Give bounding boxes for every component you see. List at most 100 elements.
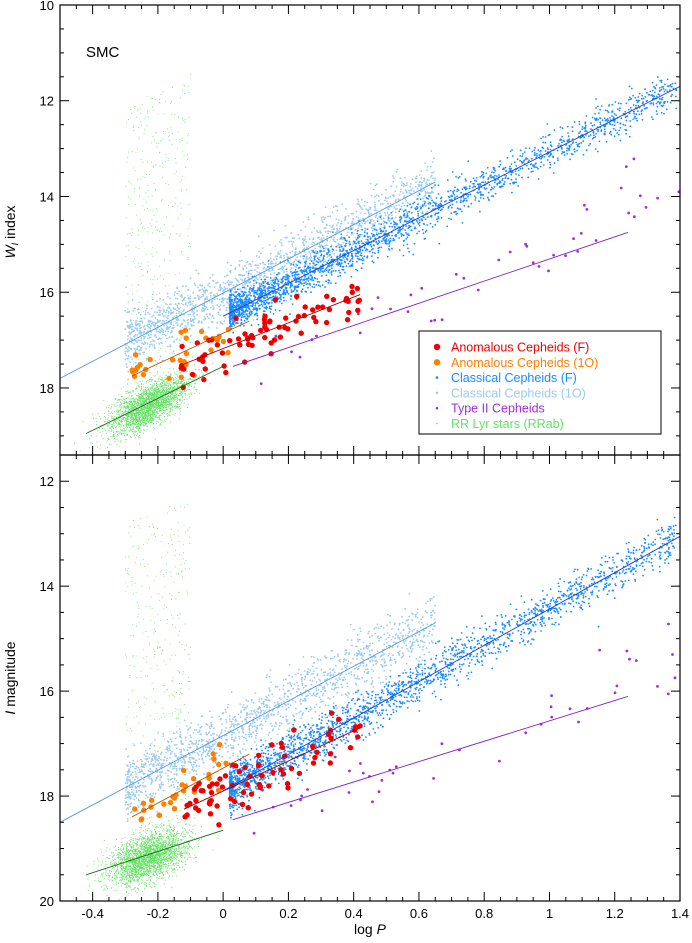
classical-1o-point bbox=[337, 219, 340, 222]
rr-lyr-point bbox=[150, 98, 152, 100]
rr-lyr-point bbox=[151, 411, 153, 413]
rr-lyr-point bbox=[139, 397, 141, 399]
classical-1o-point bbox=[139, 313, 142, 316]
classical-1o-point bbox=[278, 252, 281, 255]
rr-lyr-point bbox=[179, 388, 181, 391]
rr-lyr-point bbox=[122, 417, 124, 419]
rr-lyr-point bbox=[141, 394, 143, 396]
rr-lyr-point bbox=[158, 143, 160, 144]
classical-1o-point bbox=[352, 218, 355, 221]
rr-lyr-point bbox=[125, 391, 127, 392]
rr-lyr-point bbox=[125, 286, 127, 288]
rr-lyr-point bbox=[154, 389, 156, 391]
classical-1o-point bbox=[167, 314, 170, 317]
rr-lyr-point bbox=[135, 398, 138, 400]
rr-lyr-point bbox=[119, 409, 122, 411]
rr-lyr-point bbox=[141, 397, 143, 399]
classical-1o-point bbox=[155, 322, 157, 325]
rr-lyr-point bbox=[129, 409, 131, 411]
rr-lyr-point bbox=[186, 142, 188, 144]
classical-f-point bbox=[552, 172, 555, 174]
rr-lyr-point bbox=[180, 97, 182, 99]
rr-lyr-point bbox=[181, 151, 183, 153]
classical-1o-point bbox=[157, 338, 160, 341]
rr-lyr-point bbox=[160, 200, 162, 201]
rr-lyr-point bbox=[140, 405, 142, 407]
classical-f-point bbox=[637, 110, 639, 113]
rr-lyr-point bbox=[161, 394, 163, 396]
rr-lyr-point bbox=[169, 386, 171, 389]
classical-1o-point bbox=[177, 302, 180, 305]
classical-1o-point bbox=[145, 357, 148, 360]
rr-lyr-point bbox=[146, 416, 148, 418]
classical-1o-point bbox=[173, 294, 176, 296]
rr-lyr-point bbox=[178, 418, 180, 420]
classical-1o-point bbox=[421, 181, 423, 184]
classical-1o-point bbox=[280, 242, 283, 245]
classical-f-point bbox=[522, 153, 524, 155]
classical-1o-point bbox=[215, 282, 217, 285]
classical-1o-point bbox=[222, 290, 225, 293]
classical-f-point bbox=[652, 118, 654, 121]
rr-lyr-point bbox=[145, 312, 147, 313]
rr-lyr-point bbox=[138, 302, 140, 303]
classical-1o-point bbox=[422, 197, 425, 200]
classical-1o-point bbox=[148, 313, 151, 315]
rr-lyr-point bbox=[179, 233, 181, 235]
rr-lyr-point bbox=[123, 420, 125, 422]
classical-f-point bbox=[358, 244, 361, 247]
classical-1o-point bbox=[158, 343, 161, 345]
classical-1o-point bbox=[390, 185, 393, 188]
rr-lyr-point bbox=[162, 404, 164, 406]
classical-1o-point bbox=[161, 328, 164, 330]
classical-1o-point bbox=[134, 327, 137, 329]
classical-1o-point bbox=[172, 316, 175, 319]
classical-1o-point bbox=[302, 257, 305, 260]
rr-lyr-point bbox=[129, 428, 132, 430]
rr-lyr-point bbox=[145, 419, 147, 421]
classical-1o-point bbox=[150, 325, 153, 327]
classical-1o-point bbox=[218, 298, 221, 301]
classical-1o-point bbox=[358, 223, 361, 226]
rr-lyr-point bbox=[162, 138, 164, 140]
classical-f-point bbox=[245, 313, 248, 315]
rr-lyr-point bbox=[155, 383, 158, 385]
rr-lyr-point bbox=[95, 420, 97, 422]
rr-lyr-point bbox=[139, 219, 141, 221]
rr-lyr-point bbox=[113, 405, 115, 407]
classical-1o-point bbox=[248, 263, 251, 265]
rr-lyr-point bbox=[147, 190, 149, 192]
rr-lyr-point bbox=[108, 406, 110, 409]
classical-1o-point bbox=[201, 284, 204, 287]
rr-lyr-point bbox=[135, 427, 137, 429]
classical-1o-point bbox=[252, 282, 255, 285]
classical-1o-point bbox=[196, 313, 198, 316]
classical-1o-point bbox=[219, 284, 222, 287]
rr-lyr-point bbox=[167, 394, 170, 396]
classical-1o-point bbox=[182, 298, 185, 301]
classical-1o-point bbox=[407, 202, 409, 204]
classical-1o-point bbox=[328, 230, 331, 233]
classical-1o-point bbox=[159, 297, 162, 300]
rr-lyr-point bbox=[133, 411, 135, 413]
rr-lyr-point bbox=[168, 395, 170, 397]
classical-1o-point bbox=[206, 315, 209, 318]
rr-lyr-point bbox=[163, 372, 165, 374]
classical-1o-point bbox=[138, 329, 141, 332]
classical-1o-point bbox=[374, 207, 376, 209]
classical-f-point bbox=[393, 223, 395, 226]
rr-lyr-point bbox=[187, 258, 189, 260]
rr-lyr-point bbox=[146, 425, 149, 427]
rr-lyr-point bbox=[175, 233, 177, 235]
rr-lyr-point bbox=[111, 403, 113, 406]
classical-1o-point bbox=[351, 227, 354, 230]
rr-lyr-point bbox=[133, 414, 135, 416]
classical-1o-point bbox=[375, 209, 377, 212]
rr-lyr-point bbox=[150, 161, 152, 163]
rr-lyr-point bbox=[142, 307, 144, 308]
rr-lyr-point bbox=[158, 350, 160, 352]
rr-lyr-point bbox=[132, 401, 134, 403]
classical-1o-point bbox=[374, 203, 376, 206]
rr-lyr-point bbox=[146, 421, 148, 423]
rr-lyr-point bbox=[177, 218, 179, 220]
